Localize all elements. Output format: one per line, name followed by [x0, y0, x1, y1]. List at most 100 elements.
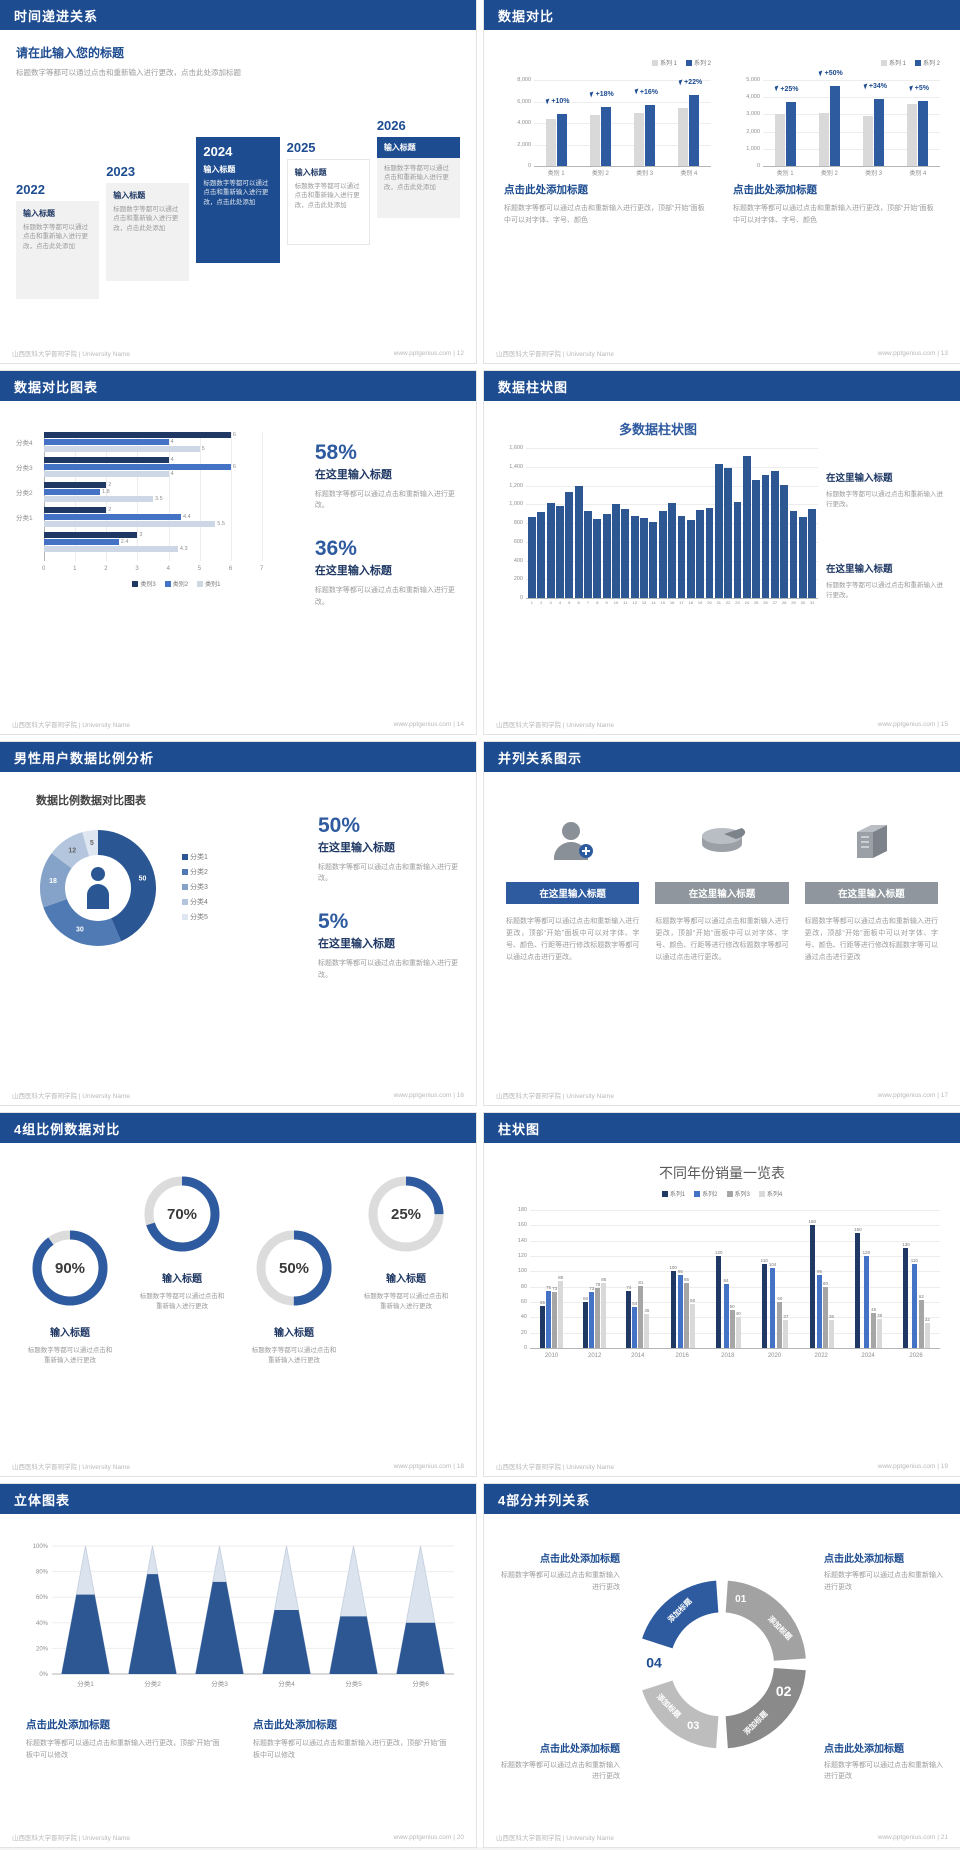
stat-block: 50% 在这里输入标题 标题数字等都可以通过点击和重新输入进行更改。	[318, 814, 460, 884]
slide-15-column-chart[interactable]: 数据柱状图 多数据柱状图 1,600 1,400 1,200 1,000 800 600 40…	[484, 371, 960, 734]
bar-value-label: 46	[871, 1306, 877, 1312]
x-axis-label: 16	[669, 600, 675, 605]
column-heading-bar: 在这里输入标题	[804, 882, 938, 904]
svg-text:02: 02	[776, 1683, 792, 1699]
timeline-item-title: 输入标题	[113, 190, 146, 200]
bar-wrap: 45	[644, 1308, 649, 1348]
captions-row: 点击此处添加标题 标题数字等都可以通过点击和重新输入进行更改，顶部“开始”面板中可…	[16, 1717, 460, 1761]
bar	[918, 1300, 924, 1348]
bar-line: 5	[44, 446, 262, 452]
svg-text:分类4: 分类4	[278, 1679, 295, 1688]
x-axis-label: 22	[725, 600, 731, 605]
bar-wrap	[545, 118, 556, 166]
bar-group: 110 104 60 37 2020	[761, 1210, 789, 1359]
chart-legend: 类别3 类别2 类别1	[44, 579, 309, 588]
gridline	[763, 97, 940, 99]
x-axis-label: 0	[42, 566, 46, 572]
slide-title: 柱状图	[498, 1121, 541, 1137]
bar	[924, 1323, 930, 1348]
caption-title: 点击此处添加标题	[824, 1743, 904, 1755]
x-axis-label: 3	[135, 566, 139, 572]
x-axis-label: 10	[613, 600, 619, 605]
bar	[678, 107, 689, 166]
slide-title-bar: 4部分并列关系	[484, 1484, 960, 1514]
bar-cluster	[678, 95, 700, 166]
slide-footer: 山西医科大学晋祠学院 | University Name www.pptgeniu…	[0, 1827, 476, 1847]
slide-19-bar-chart[interactable]: 柱状图 不同年份销量一览表 系列1 系列2 系列3 系列4 180 160 140 120 100…	[484, 1113, 960, 1476]
slide-17-parallel-relation[interactable]: 并列关系图示 在这里输入标题 标题数字等都可以通过点击和重新输入进行更改，顶部“开…	[484, 742, 960, 1105]
slide-14-comparison-bar-chart[interactable]: 数据对比图表 0 1 2 3 4 5 6 7 分类4 6 4 5 分类3 4 6 4 分类2 2 1.8 3.5 分类1…	[0, 371, 476, 734]
bar	[809, 1225, 815, 1348]
bar	[537, 511, 546, 598]
slide-13-data-comparison[interactable]: 数据对比 系列 1 系列 2 8,000 6,000 4,000 2,000 0 +10% 类别…	[484, 0, 960, 363]
svg-text:20%: 20%	[36, 1646, 49, 1652]
bar	[874, 99, 885, 166]
bar-value-label: 58	[689, 1297, 695, 1303]
slide-title-bar: 时间递进关系	[0, 0, 476, 30]
slide-footer: 山西医科大学晋祠学院 | University Name www.pptgeniu…	[484, 343, 960, 363]
donut-chart: 50 30 18 12 5 分类1 分类2 分类3 分类4 分类5	[24, 814, 318, 960]
timeline-item: 2023 输入标题 标题数字等都可以通过点击和重新输入进行更改，点击此处添加	[106, 164, 190, 281]
ring-segment-02	[725, 1667, 806, 1748]
bar-line: 2.4	[44, 539, 262, 545]
slide-18-four-ratio-rings[interactable]: 4组比例数据对比 90% 输入标题 标题数字等都可以通过点击和重新输入进行更改 70%…	[0, 1113, 476, 1476]
x-axis-label: 类别 2	[591, 171, 609, 177]
annotation-arrow-icon	[863, 83, 869, 90]
slide-21-four-part-circle[interactable]: 4部分并列关系 添加标题 01 添加标题 02 添加标题 03 添加标题 04 点击此处添加标题…	[484, 1484, 960, 1847]
slide-20-3d-chart[interactable]: 立体图表 100% 80% 60% 40% 20% 0% 分类1 分类2 分类3 分类4 分类5 分类…	[0, 1484, 476, 1847]
bar	[789, 510, 798, 598]
ring-title: 输入标题	[50, 1328, 90, 1339]
slide-body: 100% 80% 60% 40% 20% 0% 分类1 分类2 分类3 分类4 分类5 分类6 点击此处…	[0, 1514, 476, 1827]
bar-value-label: 3.5	[155, 496, 163, 502]
bar-value-label: 6	[232, 464, 236, 470]
bar-value-label: 78	[595, 1282, 601, 1288]
bar	[44, 539, 119, 545]
bar-wrap	[785, 101, 796, 166]
bar-value-label: 75	[546, 1284, 552, 1290]
x-axis-label: 13	[641, 600, 647, 605]
bar	[600, 106, 611, 166]
x-axis-label: 25	[753, 600, 759, 605]
footer-university: 山西医科大学晋祠学院 | University Name	[12, 1835, 130, 1842]
bar-wrap: 95	[816, 1269, 822, 1348]
bar	[863, 1256, 869, 1348]
bar-cluster	[818, 86, 840, 166]
footer-university: 山西医科大学晋祠学院 | University Name	[496, 1835, 614, 1842]
bar-wrap: 40	[735, 1311, 741, 1348]
bar-group: +34% 类别 3	[863, 80, 887, 177]
y-axis-label: 1,200	[509, 482, 523, 489]
timeline-item: 2025 输入标题 标题数字等都可以通过点击和重新输入进行更改，点击此处添加	[286, 140, 370, 245]
bar-line: 2	[44, 507, 262, 513]
bar	[546, 1290, 552, 1348]
stat-percent: 50%	[318, 814, 361, 837]
ring-diagram: 添加标题 01 添加标题 02 添加标题 03 添加标题 04	[622, 1564, 822, 1769]
legend-swatch	[182, 869, 188, 875]
slide-16-male-ratio-analysis[interactable]: 男性用户数据比例分析 数据比例数据对比图表 50 30 18 12 5 分类1 分类2 分类3 分…	[0, 742, 476, 1105]
progress-ring: 50%	[255, 1229, 333, 1312]
stats-column: 50% 在这里输入标题 标题数字等都可以通过点击和重新输入进行更改。 5% 在这里输入标…	[318, 786, 460, 1085]
ring-column: 70% 输入标题 标题数字等都可以通过点击和重新输入进行更改	[132, 1175, 232, 1456]
bar-value-label: 104	[768, 1262, 777, 1268]
caption-text: 标题数字等都可以通过点击和重新输入进行更改，顶部“开始”面板中可以修改	[253, 1740, 447, 1759]
y-axis-label: 180	[517, 1207, 527, 1213]
x-axis-label: 17	[679, 600, 684, 605]
legend-label: 分类4	[190, 899, 208, 906]
stat-title: 在这里输入标题	[826, 472, 893, 484]
bar-wrap: 46	[871, 1307, 876, 1348]
bar-value-label: 130	[902, 1242, 910, 1248]
bar	[705, 508, 714, 598]
bar-wrap: 75	[546, 1284, 552, 1348]
stat-text: 标题数字等都可以通过点击和重新输入进行更改。	[314, 587, 455, 606]
legend-item: 类别1	[197, 579, 220, 588]
timeline-box: 输入标题 标题数字等都可以通过点击和重新输入进行更改，点击此处添加	[376, 136, 461, 227]
bar-annotation: +34%	[863, 83, 887, 90]
user-plus-icon	[553, 822, 593, 860]
x-axis-label: 5	[568, 600, 571, 605]
icon-area	[655, 812, 788, 868]
bar	[44, 521, 216, 527]
slide-12-time-progression[interactable]: 时间递进关系 请在此输入您的标题 标题数字等都可以通过点击和重新输入进行更改，点击…	[0, 0, 476, 363]
bar-cluster	[907, 100, 929, 166]
slide-title-bar: 数据对比图表	[0, 371, 476, 401]
bar	[634, 113, 645, 166]
